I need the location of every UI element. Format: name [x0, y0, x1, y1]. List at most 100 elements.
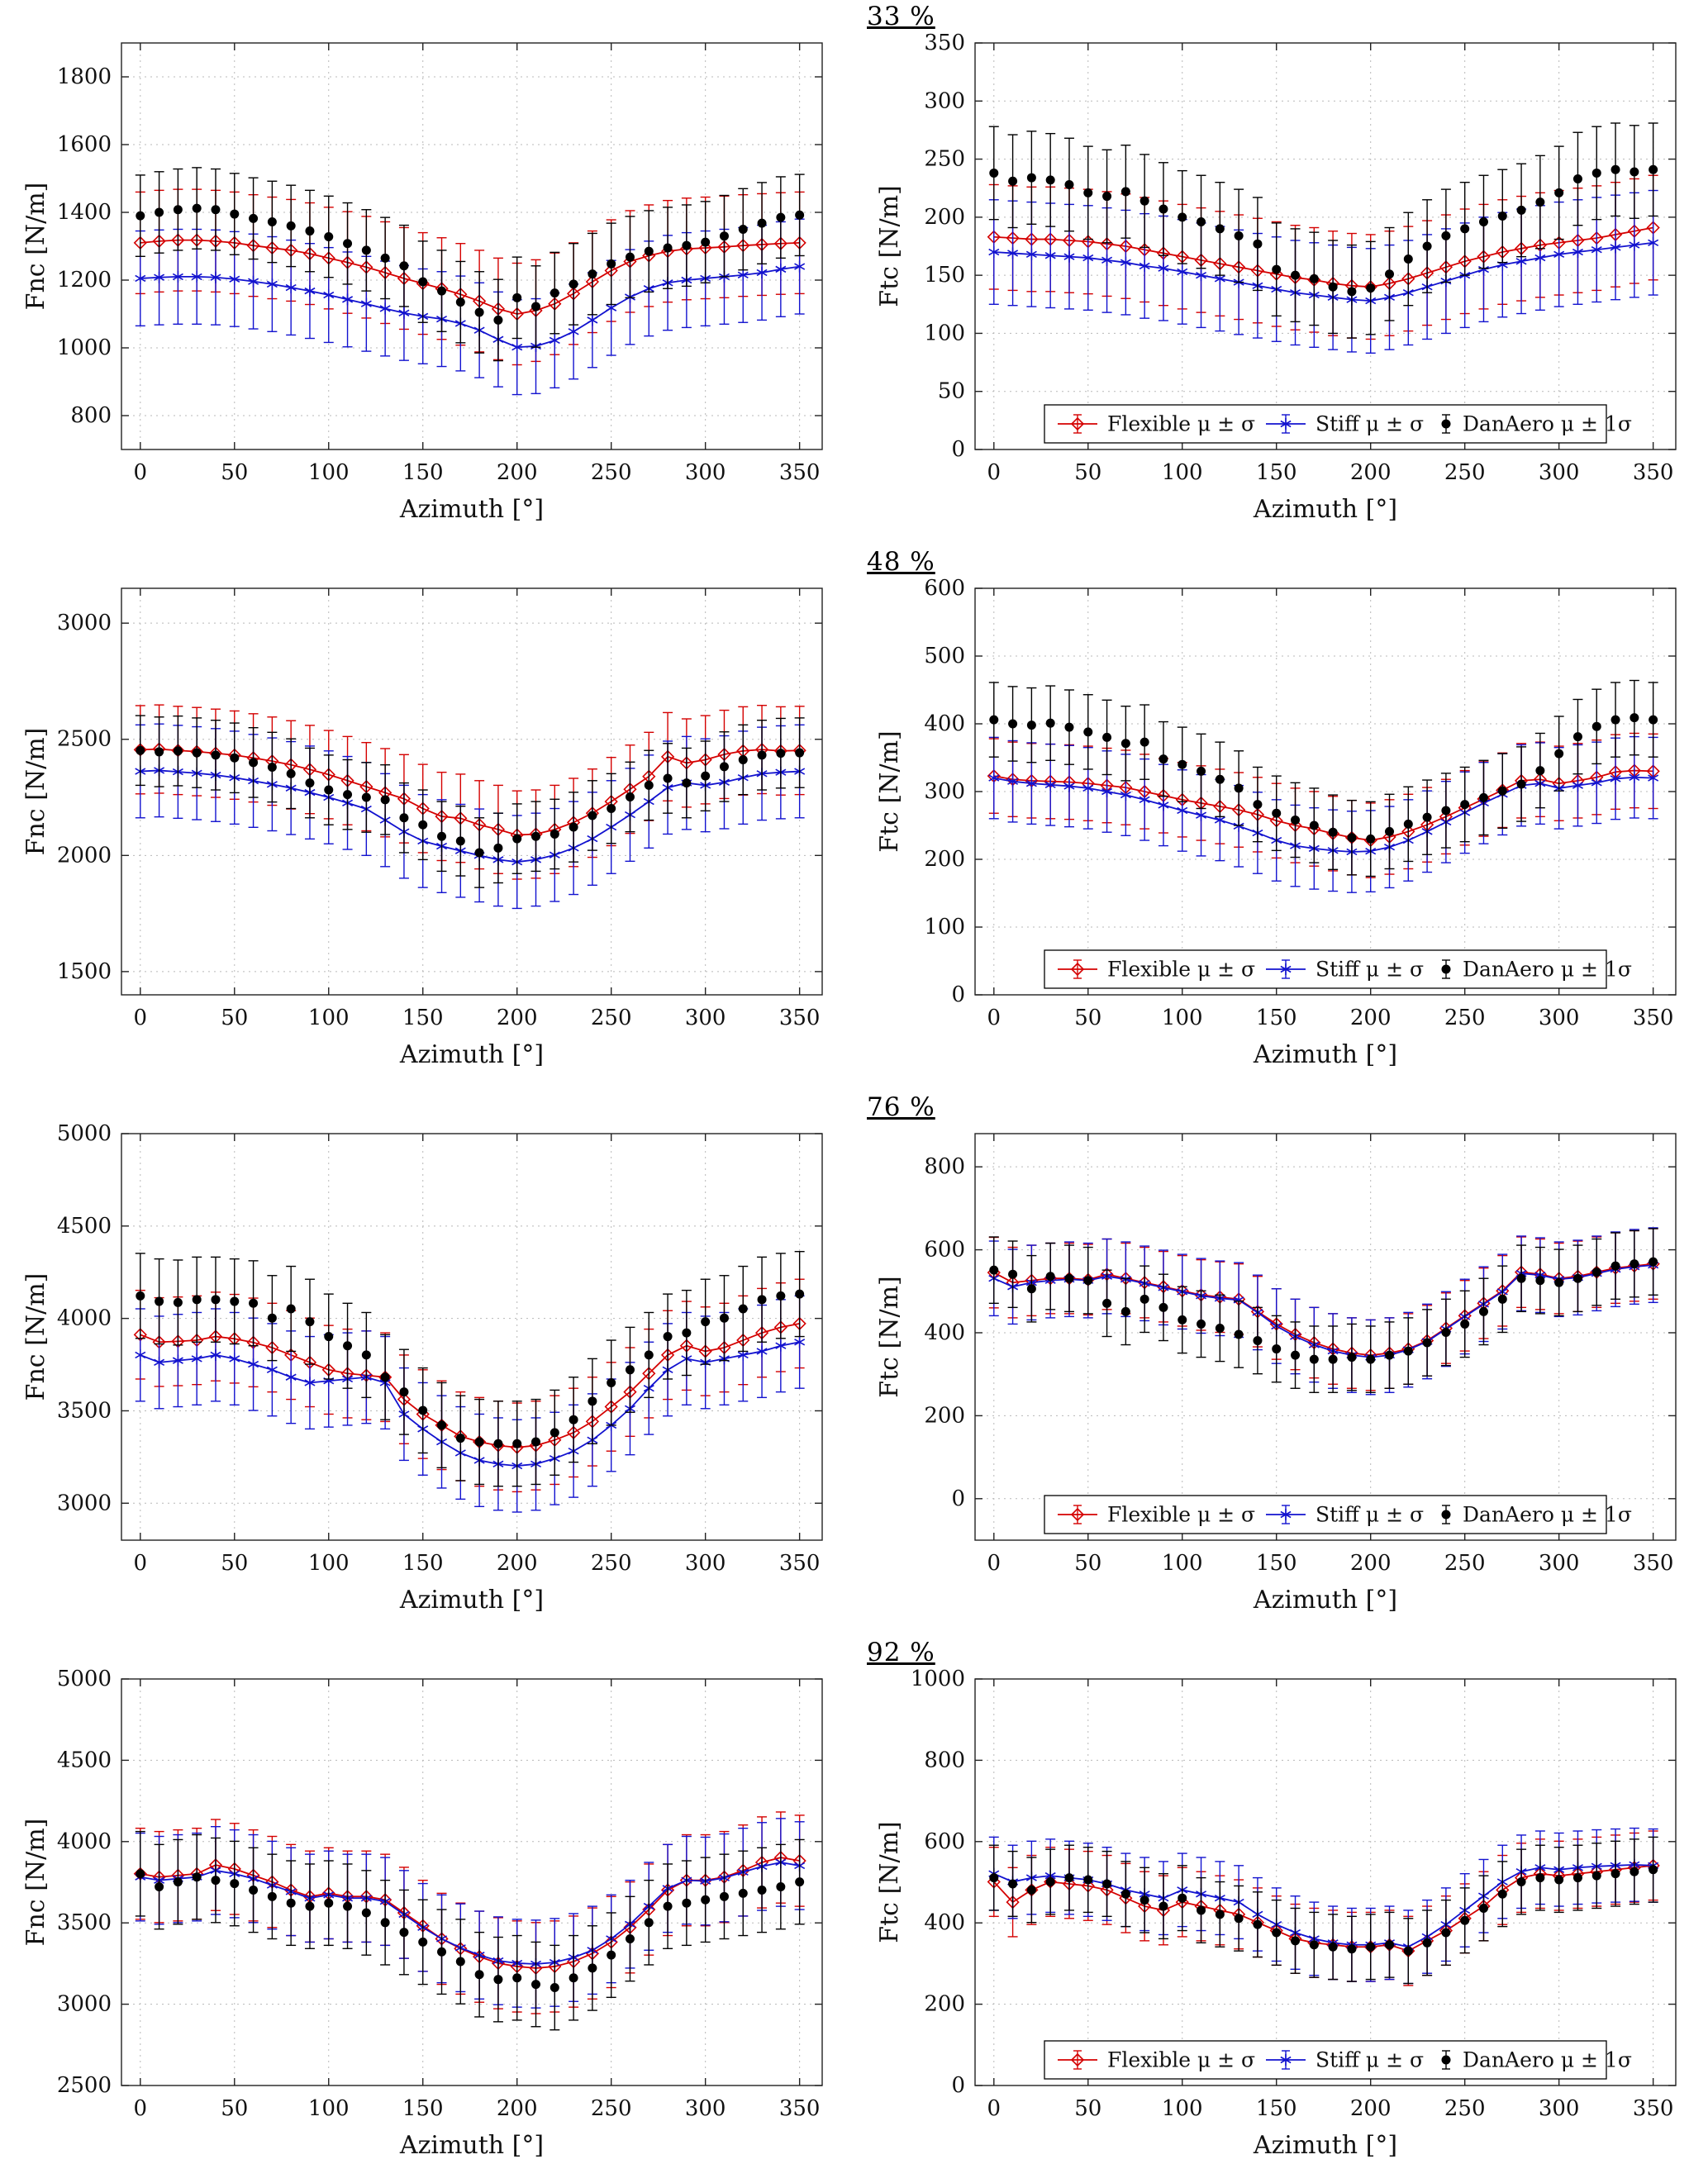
chart-ftc-33: 0 50 100 150 200 250 300 350 0 50 100 150 200 250 300 3…: [875, 31, 1677, 524]
svg-text:250: 250: [1444, 1006, 1486, 1030]
svg-text:4000: 4000: [56, 1306, 111, 1331]
svg-text:300: 300: [1539, 1006, 1580, 1030]
legend: Flexible μ ± σ Stiff μ ± σ DanAero μ ± 1σ: [1044, 404, 1632, 444]
chart-host: 0 50 100 150 200 250 300 350 2500 3000 3500 4000 450…: [0, 1664, 854, 2168]
svg-text:600: 600: [924, 576, 965, 601]
svg-text:Stiff μ ± σ: Stiff μ ± σ: [1315, 958, 1424, 982]
legend: Flexible μ ± σ Stiff μ ± σ DanAero μ ± 1σ: [1044, 1495, 1632, 1534]
svg-text:300: 300: [684, 2096, 726, 2121]
axis-labels: Ftc [N/m] Azimuth [°]: [875, 1821, 1397, 2160]
chart-ftc-48: 0 50 100 150 200 250 300 350 0 100 200 300 400 500 600…: [875, 576, 1677, 1069]
grid: [121, 588, 822, 995]
svg-text:50: 50: [1074, 1006, 1101, 1030]
svg-text:150: 150: [1256, 2096, 1297, 2121]
chart-fnc-33: 0 50 100 150 200 250 300 350 800 1000 1200 1400 1600…: [21, 42, 823, 524]
axis-labels: Fnc [N/m] Azimuth [°]: [21, 1273, 544, 1615]
svg-text:200: 200: [496, 460, 537, 485]
series-danaero: [988, 679, 1658, 877]
axis-labels: Ftc [N/m] Azimuth [°]: [875, 1276, 1397, 1615]
chart-host: 0 50 100 150 200 250 300 350 0 100 200 300 400 500 600…: [854, 573, 1708, 1077]
chart-cell-ftc-48: 48 % 0 50 100 150 200 250 300 350 0 100 200 300 400 5…: [854, 545, 1708, 1091]
svg-text:400: 400: [924, 711, 965, 736]
svg-text:350: 350: [778, 1551, 820, 1576]
chart-host: 0 50 100 150 200 250 300 350 1500 2000 2500 3000 Fnc…: [0, 573, 854, 1077]
y-axis-label: Fnc [N/m]: [21, 1819, 50, 1947]
svg-text:Flexible μ ± σ: Flexible μ ± σ: [1107, 2048, 1255, 2072]
svg-text:3500: 3500: [56, 1398, 111, 1423]
svg-text:500: 500: [924, 644, 965, 668]
x-axis-label: Azimuth [°]: [1253, 1040, 1397, 1069]
series-danaero: [135, 715, 805, 888]
svg-text:0: 0: [951, 1486, 965, 1511]
x-axis-label: Azimuth [°]: [398, 1586, 543, 1615]
svg-text:1400: 1400: [56, 200, 111, 225]
svg-text:100: 100: [924, 915, 965, 939]
svg-text:300: 300: [684, 460, 726, 485]
chart-fnc-48: 0 50 100 150 200 250 300 350 1500 2000 2500 3000 Fnc…: [21, 587, 823, 1069]
series-danaero: [988, 122, 1658, 339]
svg-text:100: 100: [1162, 1551, 1203, 1576]
svg-text:150: 150: [924, 263, 965, 288]
x-axis-label: Azimuth [°]: [398, 1040, 543, 1069]
svg-text:3500: 3500: [56, 1910, 111, 1935]
chart-host: 0 50 100 150 200 250 300 350 800 1000 1200 1400 1600…: [0, 28, 854, 532]
svg-text:150: 150: [402, 460, 443, 485]
axis-labels: Fnc [N/m] Azimuth [°]: [21, 183, 544, 524]
svg-text:400: 400: [924, 1320, 965, 1345]
section-label-92: 92 %: [867, 1638, 935, 1667]
svg-text:350: 350: [1633, 1006, 1674, 1030]
svg-text:200: 200: [924, 205, 965, 230]
grid: [975, 587, 1676, 996]
svg-text:100: 100: [924, 321, 965, 345]
series-danaero: [988, 1836, 1658, 1985]
svg-text:200: 200: [496, 2096, 537, 2121]
axis-ticks: 0 50 100 150 200 250 300 350 800 1000 1200 1400 1600…: [56, 43, 822, 485]
series-danaero: [135, 1830, 805, 2031]
svg-text:50: 50: [938, 379, 965, 404]
svg-text:0: 0: [133, 2096, 147, 2121]
axis-labels: Fnc [N/m] Azimuth [°]: [21, 728, 544, 1069]
svg-text:250: 250: [1444, 2096, 1486, 2121]
svg-text:4000: 4000: [56, 1829, 111, 1854]
svg-text:DanAero μ ± 1σ: DanAero μ ± 1σ: [1463, 2048, 1632, 2072]
svg-text:Flexible μ ± σ: Flexible μ ± σ: [1107, 412, 1255, 436]
svg-text:Flexible μ ± σ: Flexible μ ± σ: [1107, 1503, 1255, 1527]
svg-text:300: 300: [1539, 1551, 1580, 1576]
chart-host: 0 50 100 150 200 250 300 350 0 50 100 150 200 250 300 3…: [854, 28, 1708, 532]
svg-text:200: 200: [1350, 1006, 1392, 1030]
svg-text:150: 150: [1256, 1006, 1297, 1030]
svg-text:150: 150: [402, 2096, 443, 2121]
svg-text:0: 0: [951, 2073, 965, 2098]
svg-text:1800: 1800: [56, 64, 111, 89]
y-axis-label: Fnc [N/m]: [21, 728, 50, 856]
series-flexible: [133, 1278, 806, 1493]
svg-text:Stiff μ ± σ: Stiff μ ± σ: [1315, 412, 1424, 436]
series-danaero: [135, 1250, 805, 1487]
chart-host: 0 50 100 150 200 250 300 350 3000 3500 4000 4500 500…: [0, 1119, 854, 1623]
series-danaero: [135, 167, 805, 362]
axes-box: [120, 1678, 823, 2086]
svg-text:5000: 5000: [56, 1121, 111, 1146]
svg-text:0: 0: [987, 460, 1001, 485]
svg-text:2500: 2500: [56, 2073, 111, 2098]
svg-text:0: 0: [987, 2096, 1001, 2121]
svg-text:100: 100: [1162, 460, 1203, 485]
axes-box: [120, 587, 823, 996]
series-stiff: [134, 723, 805, 910]
chart-host: 0 50 100 150 200 250 300 350 0 200 400 600 800 1000 Ft…: [854, 1664, 1708, 2168]
svg-text:150: 150: [1256, 1551, 1297, 1576]
svg-text:0: 0: [133, 460, 147, 485]
svg-text:4500: 4500: [56, 1748, 111, 1772]
legend: Flexible μ ± σ Stiff μ ± σ DanAero μ ± 1σ: [1044, 949, 1632, 989]
svg-text:DanAero μ ± 1σ: DanAero μ ± 1σ: [1463, 412, 1632, 436]
svg-text:350: 350: [778, 2096, 820, 2121]
svg-text:4500: 4500: [56, 1214, 111, 1239]
series-danaero: [988, 1228, 1658, 1393]
axes-box: [974, 1133, 1677, 1541]
svg-text:350: 350: [778, 460, 820, 485]
svg-text:100: 100: [307, 2096, 349, 2121]
svg-text:350: 350: [1633, 460, 1674, 485]
chart-ftc-76: 0 50 100 150 200 250 300 350 0 200 400 600 800 Ftc [N…: [875, 1133, 1677, 1615]
svg-text:50: 50: [221, 2096, 248, 2121]
